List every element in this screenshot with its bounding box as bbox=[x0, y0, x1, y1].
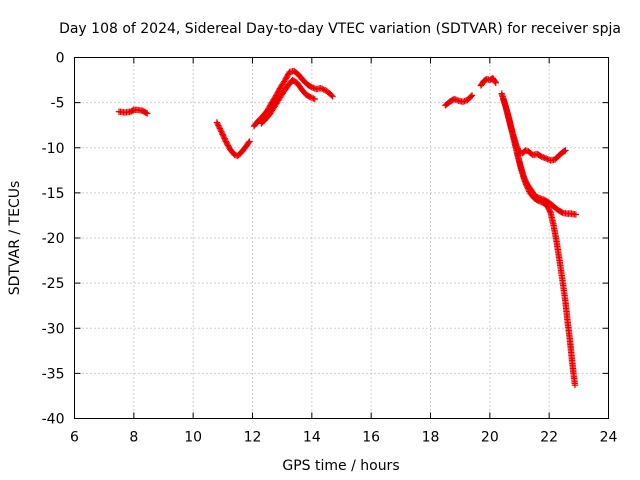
data-point bbox=[454, 97, 461, 104]
series-arc-3 bbox=[250, 67, 336, 130]
x-tick-label: 18 bbox=[422, 430, 440, 446]
x-tick-label: 20 bbox=[481, 430, 499, 446]
data-point bbox=[467, 93, 475, 100]
data-point bbox=[317, 84, 324, 92]
data-point bbox=[215, 123, 223, 131]
data-point bbox=[215, 122, 222, 129]
data-point bbox=[491, 78, 499, 85]
y-axis-label: SDTVAR / TECUs bbox=[7, 181, 23, 296]
x-tick-label: 14 bbox=[303, 430, 321, 446]
y-tick-label: -30 bbox=[42, 321, 65, 337]
data-point bbox=[540, 154, 547, 161]
data-layer bbox=[115, 67, 580, 389]
x-tick-label: 24 bbox=[600, 430, 618, 446]
y-tick-label: -20 bbox=[42, 231, 65, 247]
data-point bbox=[492, 79, 499, 86]
data-point bbox=[218, 129, 226, 137]
grid-layer bbox=[74, 57, 609, 419]
data-point bbox=[543, 155, 550, 162]
data-point bbox=[522, 179, 529, 187]
data-point bbox=[308, 84, 316, 91]
x-tick-label: 8 bbox=[129, 430, 138, 446]
x-tick-label: 12 bbox=[244, 430, 262, 446]
x-tick-label: 16 bbox=[362, 430, 380, 446]
data-point bbox=[452, 96, 459, 103]
data-point bbox=[142, 109, 150, 116]
data-point bbox=[221, 136, 229, 144]
data-point bbox=[524, 184, 531, 191]
y-tick-label: 0 bbox=[56, 51, 65, 67]
y-tick-label: -35 bbox=[42, 366, 65, 382]
y-tick-label: -10 bbox=[42, 141, 65, 157]
data-point bbox=[221, 135, 228, 142]
data-point bbox=[541, 154, 548, 162]
data-point bbox=[451, 95, 458, 103]
x-tick-label: 22 bbox=[540, 430, 558, 446]
data-point bbox=[319, 85, 326, 93]
data-point bbox=[538, 153, 545, 160]
data-point bbox=[311, 95, 318, 103]
data-point bbox=[461, 97, 468, 105]
data-point bbox=[329, 93, 336, 100]
data-point bbox=[217, 126, 224, 134]
data-point bbox=[143, 110, 151, 117]
data-point bbox=[310, 95, 317, 102]
series-arc-1 bbox=[115, 106, 151, 117]
series-arc-4 bbox=[258, 76, 318, 127]
y-tick-label: -40 bbox=[42, 412, 65, 428]
x-axis-label: GPS time / hours bbox=[282, 458, 399, 474]
data-point bbox=[218, 128, 225, 135]
x-tick-label: 6 bbox=[70, 430, 79, 446]
data-point bbox=[246, 138, 253, 145]
data-point bbox=[535, 197, 542, 205]
x-tick-label: 10 bbox=[184, 430, 202, 446]
data-point bbox=[245, 139, 252, 146]
data-point bbox=[307, 94, 314, 101]
chart-title: Day 108 of 2024, Sidereal Day-to-day VTE… bbox=[59, 21, 621, 37]
data-point bbox=[220, 132, 227, 139]
y-tick-label: -15 bbox=[42, 186, 65, 202]
data-point bbox=[459, 98, 467, 105]
data-point bbox=[544, 155, 551, 163]
data-point bbox=[310, 84, 317, 92]
series-arc-5 bbox=[442, 92, 476, 109]
data-point bbox=[220, 133, 228, 141]
data-point bbox=[572, 211, 580, 218]
data-point bbox=[522, 181, 530, 188]
data-point bbox=[320, 86, 327, 93]
data-point bbox=[561, 147, 568, 155]
data-point bbox=[308, 94, 316, 102]
series-arc-6 bbox=[477, 75, 499, 89]
data-point bbox=[328, 92, 335, 99]
y-tick-label: -25 bbox=[42, 276, 65, 292]
tick-layer: 6 8 10 12 14 16 18 20 22 24 0 -5 -10 -15 -20 -25 -30 -35 -… bbox=[42, 51, 618, 446]
data-point bbox=[524, 185, 532, 192]
data-point bbox=[562, 147, 569, 154]
y-tick-label: -5 bbox=[51, 96, 65, 112]
data-point bbox=[216, 125, 224, 132]
data-point bbox=[571, 381, 579, 389]
plot-frame bbox=[74, 57, 609, 419]
data-point bbox=[525, 186, 532, 194]
data-point bbox=[523, 182, 530, 189]
data-point bbox=[214, 120, 221, 128]
data-point bbox=[468, 92, 476, 99]
data-point bbox=[219, 131, 226, 138]
series-arc-2 bbox=[213, 119, 253, 160]
data-point bbox=[537, 198, 544, 205]
series-arc-9 bbox=[504, 110, 579, 389]
data-point bbox=[213, 119, 221, 126]
